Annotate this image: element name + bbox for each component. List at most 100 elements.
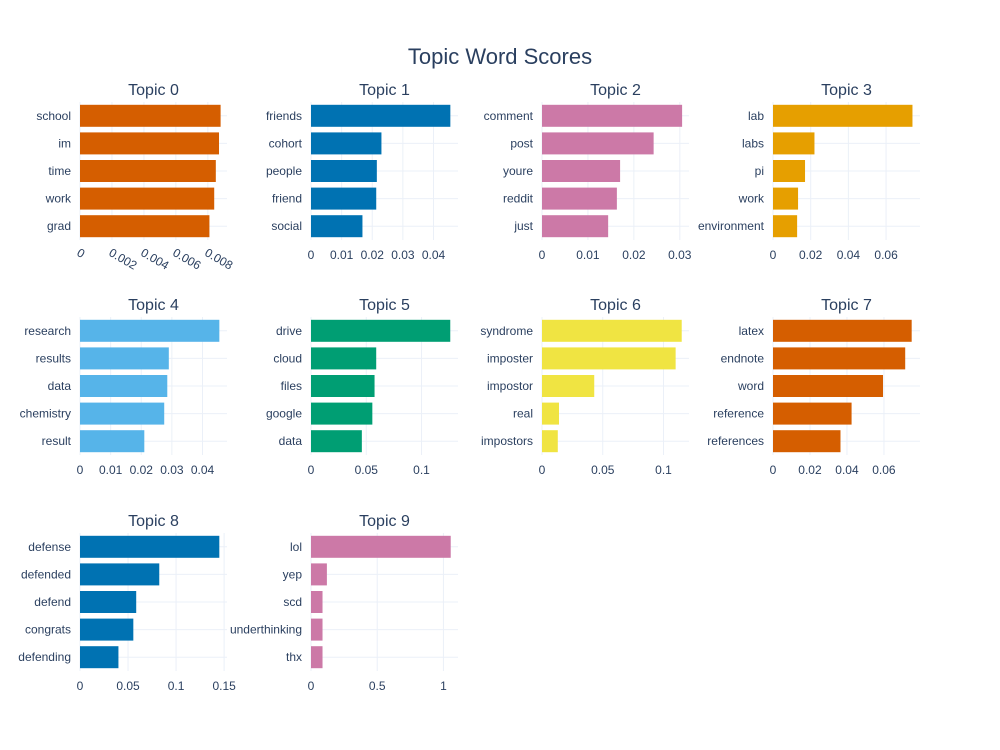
category-label: friend [272,192,302,206]
category-label: time [48,164,71,178]
bar-imposter [542,347,676,370]
bar-scd [311,591,323,613]
panel-title: Topic 1 [359,82,410,99]
bar-people [311,160,377,182]
panel-title: Topic 5 [359,297,410,314]
x-tick-label: 1 [440,679,447,693]
topic-panel: Topic 6 syndrome imposter impostor real impos… [480,297,689,477]
bar-social [311,215,363,238]
x-tick-label: 0.01 [99,463,123,477]
bar-youre [542,160,621,182]
x-tick-label: 0.03 [668,248,692,262]
panel-title: Topic 2 [590,82,641,99]
bar-data [80,375,168,397]
x-tick-label: 0.04 [191,463,215,477]
x-tick-label: 0.1 [168,679,185,693]
category-label: cloud [273,351,302,365]
bar-research [80,319,220,342]
category-label: reference [713,407,764,421]
x-tick-label: 0.1 [413,463,430,477]
category-label: congrats [25,623,71,637]
category-label: defended [21,567,71,581]
bar-cohort [311,132,382,155]
x-tick-label: 0 [539,248,546,262]
category-label: work [45,192,72,206]
bar-reddit [542,187,617,210]
category-label: endnote [721,351,765,365]
bar-real [542,402,560,425]
bar-chemistry [80,402,165,425]
figure-title: Topic Word Scores [408,44,592,69]
topic-panel: Topic 3 lab labs pi work environment 0 0.02 0.04… [698,82,920,262]
category-label: drive [276,324,302,338]
category-label: syndrome [480,324,533,338]
category-label: references [707,434,764,448]
x-tick-label: 0.05 [591,463,615,477]
topic-panel: Topic 8 defense defended defend congrats defe… [18,513,236,693]
panel-title: Topic 9 [359,513,410,530]
bar-friends [311,104,451,127]
bar-im [80,132,220,155]
x-tick-label: 0.06 [872,463,896,477]
category-label: friends [266,109,302,123]
x-tick-label: 0.03 [391,248,415,262]
category-label: real [513,407,533,421]
panel-title: Topic 6 [590,297,641,314]
category-label: google [266,407,302,421]
x-tick-label: 0.008 [202,245,235,272]
category-label: lol [290,540,302,554]
x-tick-label: 0.02 [799,248,823,262]
bar-post [542,132,654,155]
category-label: defense [28,540,71,554]
category-label: data [48,379,72,393]
bar-files [311,375,375,397]
category-label: latex [739,324,764,338]
category-label: pi [755,164,764,178]
topic-panel: Topic 1 friends cohort people friend social 0 0… [266,82,458,262]
category-label: imposter [487,351,533,365]
bar-underthinking [311,618,323,641]
category-label: data [279,434,303,448]
bar-work [80,187,215,210]
category-label: results [36,351,71,365]
x-tick-label: 0 [770,463,777,477]
x-tick-label: 0.01 [330,248,354,262]
bar-result [80,430,145,453]
category-label: word [737,379,764,393]
category-label: defending [18,650,71,664]
category-label: impostor [487,379,533,393]
panel-title: Topic 8 [128,513,179,530]
x-tick-label: 0.05 [355,463,379,477]
category-label: lab [748,109,764,123]
bar-comment [542,104,683,127]
x-tick-label: 0 [75,245,88,261]
bar-cloud [311,347,377,370]
bar-time [80,160,216,182]
bar-impostors [542,430,558,453]
bar-defending [80,646,119,669]
x-tick-label: 0.004 [138,245,171,272]
bar-defense [80,535,220,558]
x-tick-label: 0.04 [837,248,861,262]
category-label: youre [503,164,533,178]
category-label: yep [283,567,303,581]
bar-syndrome [542,319,682,342]
x-tick-label: 0.03 [160,463,184,477]
bar-environment [773,215,798,238]
x-tick-label: 0.15 [212,679,236,693]
panel-title: Topic 0 [128,82,179,99]
x-tick-label: 0.01 [576,248,600,262]
bar-endnote [773,347,906,370]
category-label: social [271,219,302,233]
category-label: just [513,219,533,233]
category-label: labs [742,136,764,150]
bar-yep [311,563,327,586]
topic-panel: Topic 4 research results data chemistry resul… [20,297,227,477]
bar-reference [773,402,852,425]
category-label: thx [286,650,302,664]
bar-work [773,187,799,210]
x-tick-label: 0.02 [622,248,646,262]
bar-labs [773,132,815,155]
